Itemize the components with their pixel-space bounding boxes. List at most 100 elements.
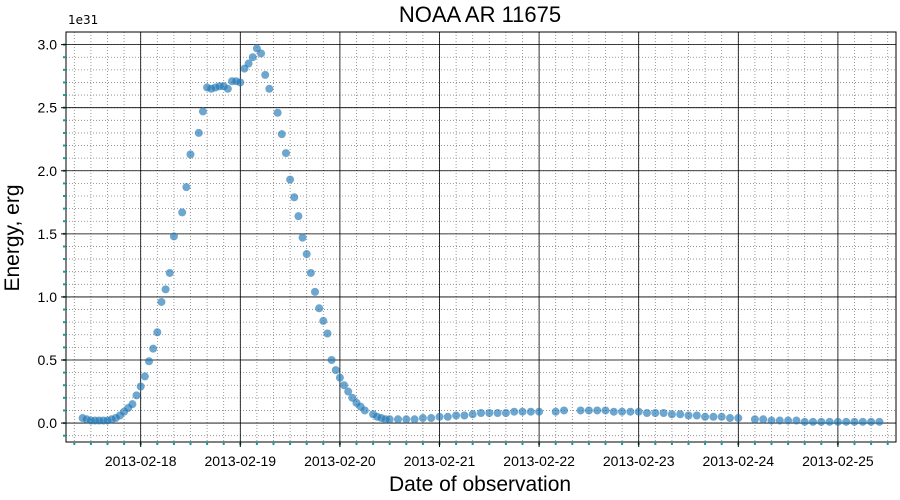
data-point (501, 408, 510, 417)
x-tick-label: 2013-02-20 (304, 453, 376, 469)
data-point (726, 414, 734, 423)
data-point (153, 328, 162, 337)
data-point (667, 410, 676, 419)
data-point (759, 415, 768, 424)
minor-grid (66, 32, 896, 442)
data-point (261, 70, 270, 79)
data-point (182, 183, 191, 192)
x-tick-label: 2013-02-21 (404, 453, 476, 469)
x-tick-labels: 2013-02-18 2013-02-19 2013-02-20 2013-02-21… (105, 453, 874, 469)
y-tick-label: 2.0 (38, 163, 58, 179)
x-tick-label: 2013-02-23 (603, 453, 675, 469)
y-axis-label: Energy, erg (1, 185, 24, 292)
data-point (145, 357, 153, 366)
y-tick-label: 0.0 (38, 415, 58, 431)
data-point (198, 107, 207, 116)
data-point (526, 407, 535, 416)
data-point (327, 356, 336, 364)
data-point (626, 407, 635, 416)
x-tick-label: 2013-02-24 (702, 453, 774, 469)
data-point (443, 412, 452, 421)
data-point (286, 175, 295, 184)
data-point (236, 78, 245, 87)
data-point (643, 408, 651, 417)
chart-title: NOAA AR 11675 (399, 2, 561, 27)
data-point (335, 373, 344, 382)
data-point (850, 417, 859, 426)
data-point (634, 407, 643, 416)
data-point (136, 382, 145, 391)
data-point (833, 417, 842, 426)
data-point (315, 304, 324, 313)
data-point (593, 406, 602, 415)
data-point (149, 344, 158, 353)
x-axis-label: Date of observation (389, 473, 571, 496)
data-point (734, 414, 743, 423)
data-point (290, 193, 299, 202)
data-point (817, 417, 826, 426)
y-tick-label: 0.5 (38, 352, 58, 368)
data-point (792, 416, 801, 425)
data-point (875, 417, 884, 426)
data-point (435, 412, 444, 421)
data-point (157, 297, 166, 306)
data-point (493, 408, 502, 417)
data-point (858, 417, 867, 426)
data-point (128, 400, 137, 409)
data-point (427, 414, 436, 423)
data-point (618, 407, 627, 416)
data-point (551, 407, 560, 416)
data-point (701, 412, 710, 421)
data-point (452, 411, 461, 420)
data-point (750, 415, 759, 424)
x-tick-label: 2013-02-19 (204, 453, 276, 469)
data-point (273, 108, 282, 117)
x-tick-label: 2013-02-22 (503, 453, 575, 469)
data-point (223, 84, 232, 93)
data-point (194, 128, 203, 137)
data-point (842, 417, 851, 426)
data-points (78, 44, 884, 426)
data-point (468, 410, 477, 419)
data-point (584, 406, 593, 415)
data-point (360, 406, 369, 415)
y-tick-labels: 0.0 0.5 1.0 1.5 2.0 2.5 3.0 (38, 37, 58, 431)
data-point (169, 232, 178, 241)
axis-ticks (61, 43, 889, 447)
y-tick-label: 1.0 (38, 289, 58, 305)
y-tick-label: 3.0 (38, 37, 58, 53)
data-point (775, 416, 784, 425)
data-point (257, 49, 266, 58)
data-point (825, 417, 834, 426)
data-point (394, 415, 402, 424)
data-point (340, 381, 349, 390)
data-point (518, 407, 527, 416)
data-point (178, 208, 187, 217)
y-tick-label: 1.5 (38, 226, 58, 242)
data-point (298, 233, 307, 242)
data-point (485, 408, 494, 417)
data-point (651, 408, 660, 417)
data-point (477, 408, 485, 417)
data-point (410, 415, 419, 424)
data-point (684, 411, 693, 420)
y-tick-label: 2.5 (38, 100, 58, 116)
data-point (717, 412, 726, 421)
data-point (344, 387, 353, 396)
data-point (784, 416, 793, 425)
data-point (676, 410, 685, 419)
data-point (767, 416, 776, 425)
data-point (331, 366, 340, 375)
data-point (560, 406, 568, 415)
data-point (306, 268, 315, 277)
x-tick-label: 2013-02-18 (105, 453, 177, 469)
data-point (867, 417, 876, 426)
data-point (323, 329, 332, 338)
data-point (692, 411, 701, 420)
data-point (165, 268, 174, 277)
data-point (609, 407, 618, 416)
data-point (311, 287, 319, 296)
data-point (140, 372, 149, 381)
data-point (294, 212, 303, 221)
data-point (460, 411, 469, 420)
